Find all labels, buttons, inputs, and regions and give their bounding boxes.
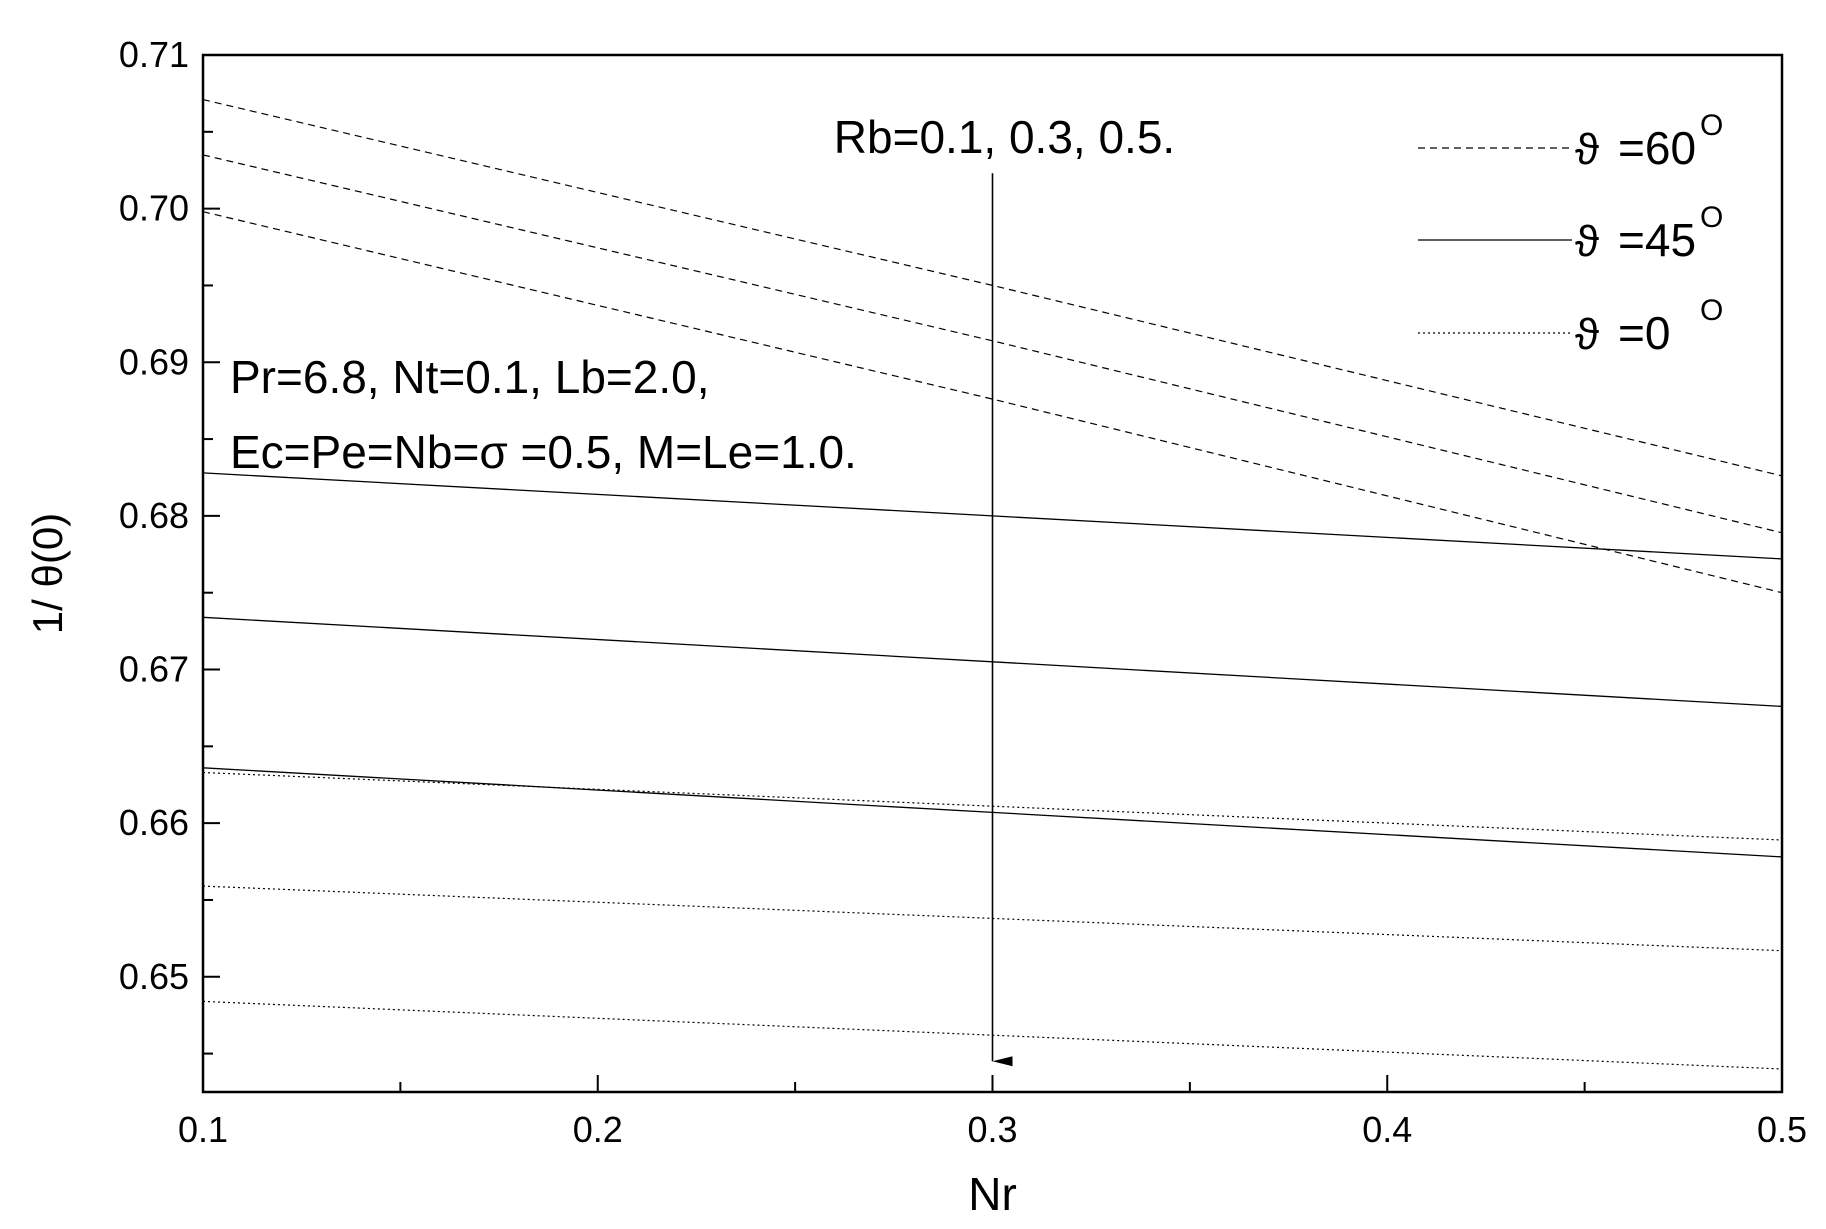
series-line-2 <box>202 154 1783 534</box>
x-tick-label: 0.5 <box>1757 1109 1807 1150</box>
axes-layer: 0.1 0.2 0.3 0.4 0.5 0.65 0.66 0.67 0.68 0.69 0.70 0… <box>119 34 1807 1150</box>
params-line2: Ec=Pe=Nb=σ =0.5, M=Le=1.0. <box>230 426 857 478</box>
y-tick-label: 0.67 <box>119 649 189 690</box>
y-tick-label: 0.68 <box>119 495 189 536</box>
legend-label: =45 <box>1618 214 1696 266</box>
y-tick-label: 0.69 <box>119 341 189 382</box>
arrow-label: Rb=0.1, 0.3, 0.5. <box>834 111 1175 163</box>
y-tick-label: 0.70 <box>119 188 189 229</box>
params-line1: Pr=6.8, Nt=0.1, Lb=2.0, <box>230 351 710 403</box>
x-tick-label: 0.4 <box>1362 1109 1412 1150</box>
legend-symbol: ϑ <box>1575 217 1599 266</box>
x-axis-label: Nr <box>968 1168 1017 1220</box>
legend-symbol: ϑ <box>1575 125 1599 174</box>
x-tick-label: 0.2 <box>573 1109 623 1150</box>
y-tick-label: 0.71 <box>119 34 189 75</box>
x-tick-label: 0.1 <box>178 1109 228 1150</box>
x-tick-label: 0.3 <box>967 1109 1017 1150</box>
y-tick-label: 0.66 <box>119 802 189 843</box>
legend-superscript: O <box>1700 109 1723 142</box>
legend-label: =60 <box>1618 122 1696 174</box>
y-tick-label: 0.65 <box>119 956 189 997</box>
legend-superscript: O <box>1700 294 1723 327</box>
y-axis-label: 1/ θ(0) <box>24 513 71 634</box>
legend-label: =0 <box>1618 307 1670 359</box>
legend: ϑ =60 Oϑ =45 Oϑ =0 O <box>1418 109 1723 359</box>
series-line-3 <box>202 211 1783 594</box>
legend-superscript: O <box>1700 201 1723 234</box>
annotation-layer: Rb=0.1, 0.3, 0.5. Pr=6.8, Nt=0.1, Lb=2.0… <box>230 111 1175 1067</box>
series-line-1 <box>202 99 1783 477</box>
legend-symbol: ϑ <box>1575 310 1599 359</box>
